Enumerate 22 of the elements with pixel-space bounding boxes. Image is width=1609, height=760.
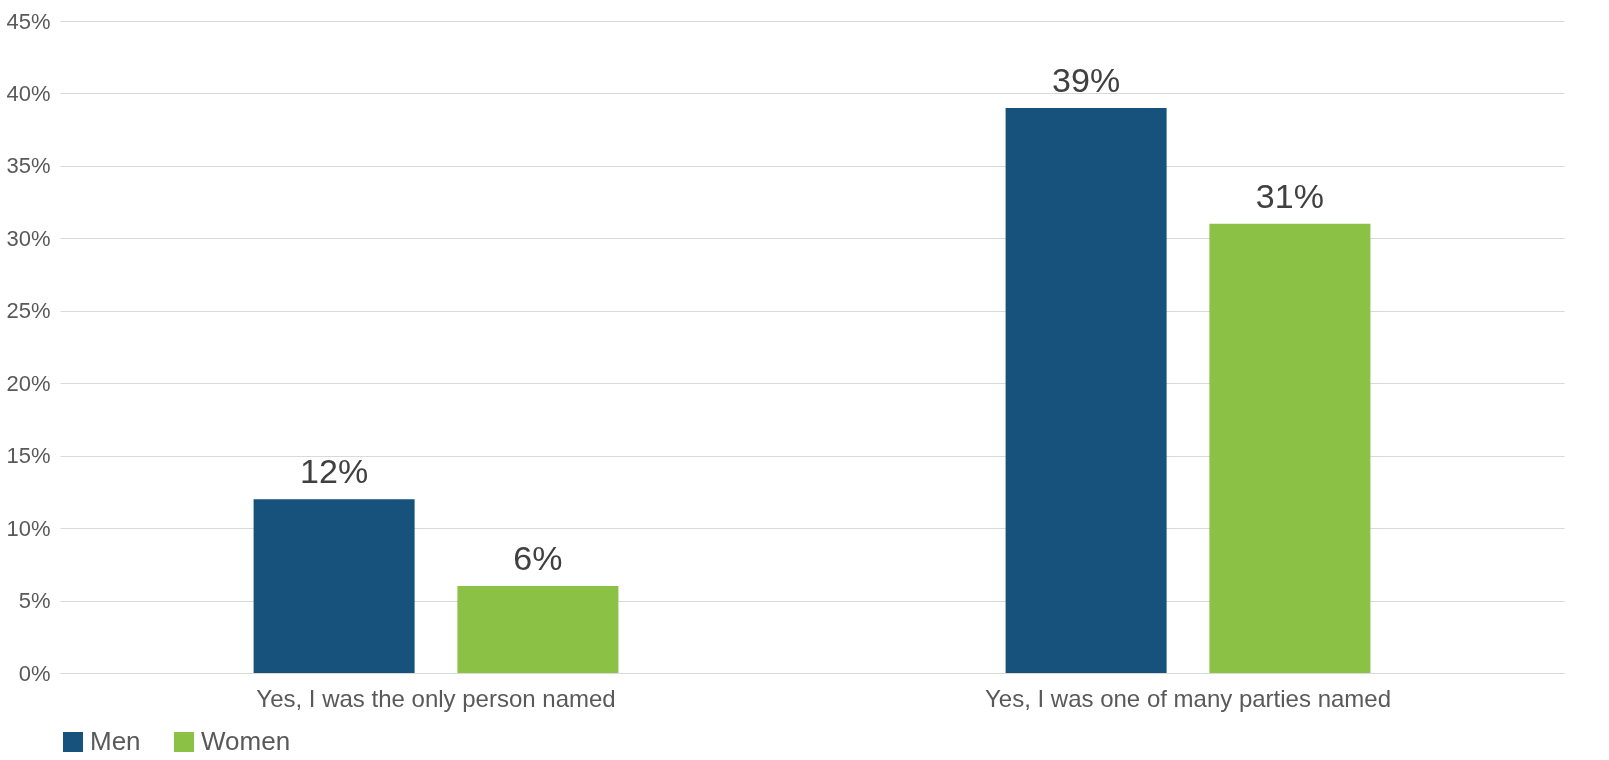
bar bbox=[1005, 107, 1167, 673]
y-tick-label: 15% bbox=[6, 443, 51, 469]
y-tick-label: 5% bbox=[18, 588, 51, 614]
data-label: 31% bbox=[1255, 176, 1324, 215]
legend-label: Women bbox=[201, 726, 291, 756]
bar bbox=[1209, 223, 1371, 673]
y-tick-label: 10% bbox=[6, 515, 51, 541]
data-label: 6% bbox=[513, 539, 563, 578]
bar bbox=[253, 499, 415, 673]
legend-label: Men bbox=[90, 726, 141, 756]
x-tick-label: Yes, I was the only person named bbox=[256, 684, 616, 712]
y-tick-label: 35% bbox=[6, 153, 51, 179]
y-tick-label: 30% bbox=[6, 225, 51, 251]
y-tick-label: 45% bbox=[6, 8, 51, 34]
y-tick-label: 0% bbox=[18, 660, 51, 686]
x-tick-label: Yes, I was one of many parties named bbox=[984, 684, 1392, 712]
y-tick-label: 20% bbox=[6, 370, 51, 396]
y-tick-label: 25% bbox=[6, 298, 51, 324]
data-label: 39% bbox=[1052, 60, 1121, 99]
y-tick-label: 40% bbox=[6, 80, 51, 106]
data-label: 12% bbox=[300, 452, 369, 491]
bar bbox=[457, 586, 619, 673]
